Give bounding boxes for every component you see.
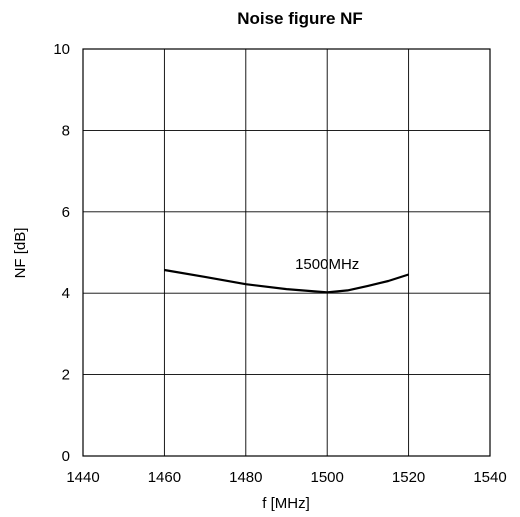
x-tick-labels: 1440 1460 1480 1500 1520 1540 [66, 469, 506, 486]
plot-frame [82, 48, 491, 457]
x-tick-label: 1500 [311, 469, 344, 486]
y-tick-label: 0 [62, 448, 70, 465]
x-tick-label: 1460 [148, 469, 181, 486]
y-tick-label: 4 [62, 285, 70, 302]
series-group [164, 268, 409, 294]
x-tick-label: 1480 [229, 469, 262, 486]
x-tick-label: 1540 [473, 469, 506, 486]
series-annotation: 1500MHz [295, 256, 359, 273]
x-tick-label: 1440 [66, 469, 99, 486]
y-axis-label: NF [dB] [12, 228, 29, 279]
grid-lines [82, 48, 491, 457]
series-line [164, 268, 409, 294]
x-axis-label: f [MHz] [262, 495, 310, 512]
y-tick-label: 6 [62, 204, 70, 221]
chart-title: Noise figure NF [237, 9, 363, 28]
annotations-group: 1500MHz [295, 256, 359, 273]
y-tick-labels: 0 2 4 6 8 10 [53, 41, 70, 465]
x-tick-label: 1520 [392, 469, 425, 486]
y-tick-label: 10 [53, 41, 70, 58]
y-tick-label: 2 [62, 367, 70, 384]
y-tick-label: 8 [62, 122, 70, 139]
